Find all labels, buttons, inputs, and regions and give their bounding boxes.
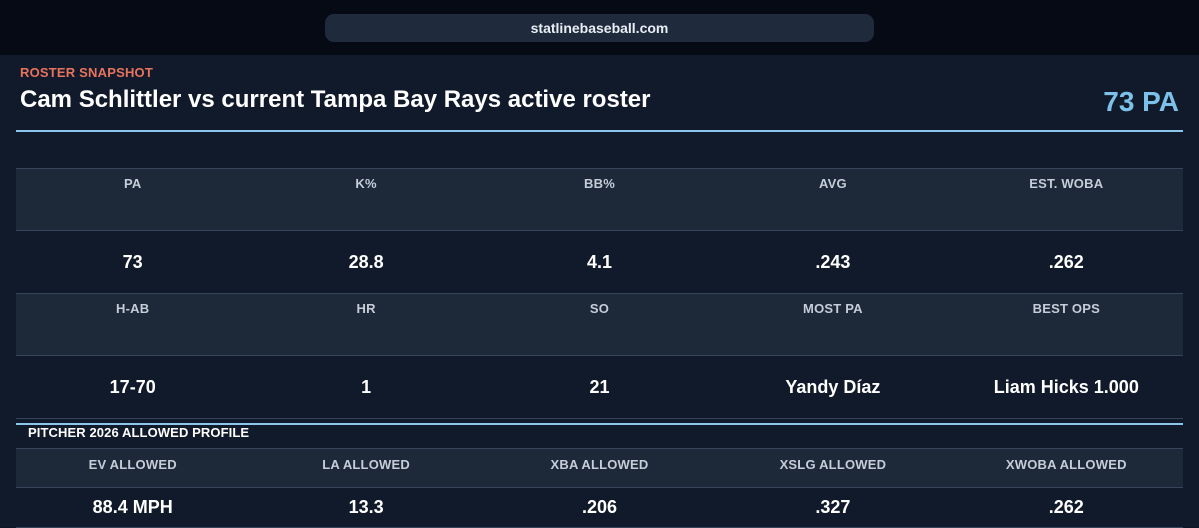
stat-value-so: 21: [482, 356, 717, 419]
stat-value-most-pa: Yandy Díaz: [716, 356, 950, 419]
stat-header-hr: HR: [249, 293, 483, 356]
pitcher-profile-table: EV ALLOWED LA ALLOWED XBA ALLOWED XSLG A…: [16, 448, 1183, 528]
stat-header-so: SO: [482, 293, 717, 356]
stat-value-bb-pct: 4.1: [482, 231, 717, 294]
stat-value-pa: 73: [16, 231, 250, 294]
stat-header-best-ops: BEST OPS: [949, 293, 1183, 356]
stat-header-most-pa: MOST PA: [716, 293, 950, 356]
address-bar[interactable]: statlinebaseball.com: [325, 14, 874, 42]
stat-header-bb-pct: BB%: [482, 168, 717, 231]
stat-value-avg: .243: [716, 231, 950, 294]
roster-snapshot-card: ROSTER SNAPSHOT Cam Schlittler vs curren…: [0, 55, 1199, 528]
stat-value-best-ops: Liam Hicks 1.000: [949, 356, 1183, 419]
stat-header-k-pct: K%: [249, 168, 483, 231]
profile-header-la: LA ALLOWED: [249, 448, 483, 488]
stat-header-h-ab: H-AB: [16, 293, 250, 356]
profile-header-xwoba: XWOBA ALLOWED: [949, 448, 1183, 488]
profile-value-la: 13.3: [249, 488, 483, 528]
profile-header-ev: EV ALLOWED: [16, 448, 250, 488]
stat-value-k-pct: 28.8: [249, 231, 483, 294]
stat-value-est-woba: .262: [949, 231, 1183, 294]
profile-header-xba: XBA ALLOWED: [482, 448, 717, 488]
stat-header-est-woba: EST. WOBA: [949, 168, 1183, 231]
page-title: Cam Schlittler vs current Tampa Bay Rays…: [20, 86, 651, 113]
stat-value-hr: 1: [249, 356, 483, 419]
profile-value-ev: 88.4 MPH: [16, 488, 250, 528]
section-eyebrow: ROSTER SNAPSHOT: [20, 65, 154, 80]
title-divider: [16, 130, 1183, 132]
pitcher-profile-label: PITCHER 2026 ALLOWED PROFILE: [28, 425, 250, 440]
profile-value-xslg: .327: [716, 488, 950, 528]
browser-top-bar: statlinebaseball.com: [0, 0, 1199, 55]
stats-table-row1: PA K% BB% AVG EST. WOBA 73 28.8 4.1 .243…: [16, 168, 1183, 294]
stat-header-avg: AVG: [716, 168, 950, 231]
profile-value-xwoba: .262: [949, 488, 1183, 528]
stats-table-row2: H-AB HR SO MOST PA BEST OPS 17-70 1 21 Y…: [16, 293, 1183, 419]
profile-divider: [16, 423, 1183, 425]
stat-value-h-ab: 17-70: [16, 356, 250, 419]
profile-header-xslg: XSLG ALLOWED: [716, 448, 950, 488]
profile-value-xba: .206: [482, 488, 717, 528]
stat-header-pa: PA: [16, 168, 250, 231]
pa-total-badge: 73 PA: [1103, 86, 1179, 117]
